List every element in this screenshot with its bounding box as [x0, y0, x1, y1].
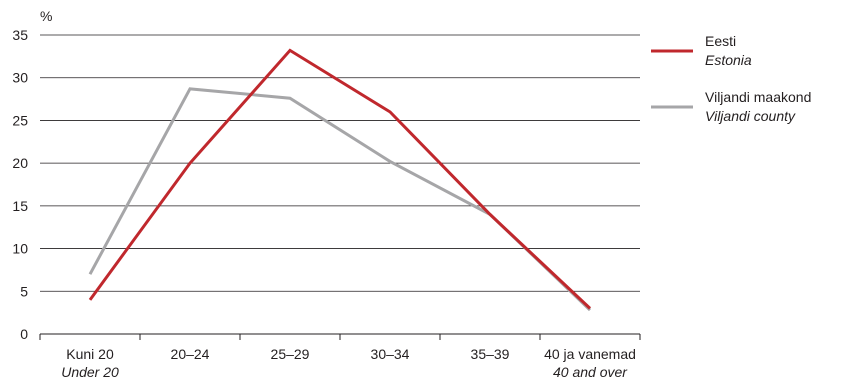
y-tick-label: 5	[20, 283, 28, 299]
gridlines	[40, 34, 640, 292]
legend-label: Viljandi maakond	[705, 89, 811, 105]
y-tick-label: 10	[12, 241, 28, 257]
legend-label: Eesti	[705, 33, 736, 49]
x-axis: Kuni 20 Under 20 20–24 25–29 30–34 35–39 40 ja…	[39, 333, 641, 380]
y-axis-unit-label: %	[40, 8, 52, 24]
x-tick-label: 40 ja vanemad	[544, 346, 636, 362]
legend-label-english: Viljandi county	[705, 108, 796, 124]
y-tick-label: 25	[12, 112, 28, 128]
y-tick-label: 20	[12, 155, 28, 171]
y-tick-label: 0	[20, 326, 28, 342]
x-tick-label: 35–39	[471, 346, 510, 362]
legend: Eesti Estonia Viljandi maakond Viljandi cou…	[651, 33, 811, 124]
x-tick-label: 20–24	[171, 346, 210, 362]
y-tick-label: 15	[12, 198, 28, 214]
x-tick-label: 30–34	[371, 346, 410, 362]
y-tick-label: 30	[12, 70, 28, 86]
y-tick-label: 35	[12, 27, 28, 43]
series-lines	[88, 48, 592, 312]
x-tick-label: 25–29	[271, 346, 310, 362]
y-axis-ticks: 0 5 10 15 20 25 30 35	[12, 27, 28, 342]
legend-label-english: Estonia	[705, 52, 752, 68]
x-tick-label-english: Under 20	[61, 364, 119, 380]
series-line	[88, 48, 592, 310]
x-tick-label-english: 40 and over	[553, 364, 628, 380]
x-tick-label: Kuni 20	[66, 346, 114, 362]
